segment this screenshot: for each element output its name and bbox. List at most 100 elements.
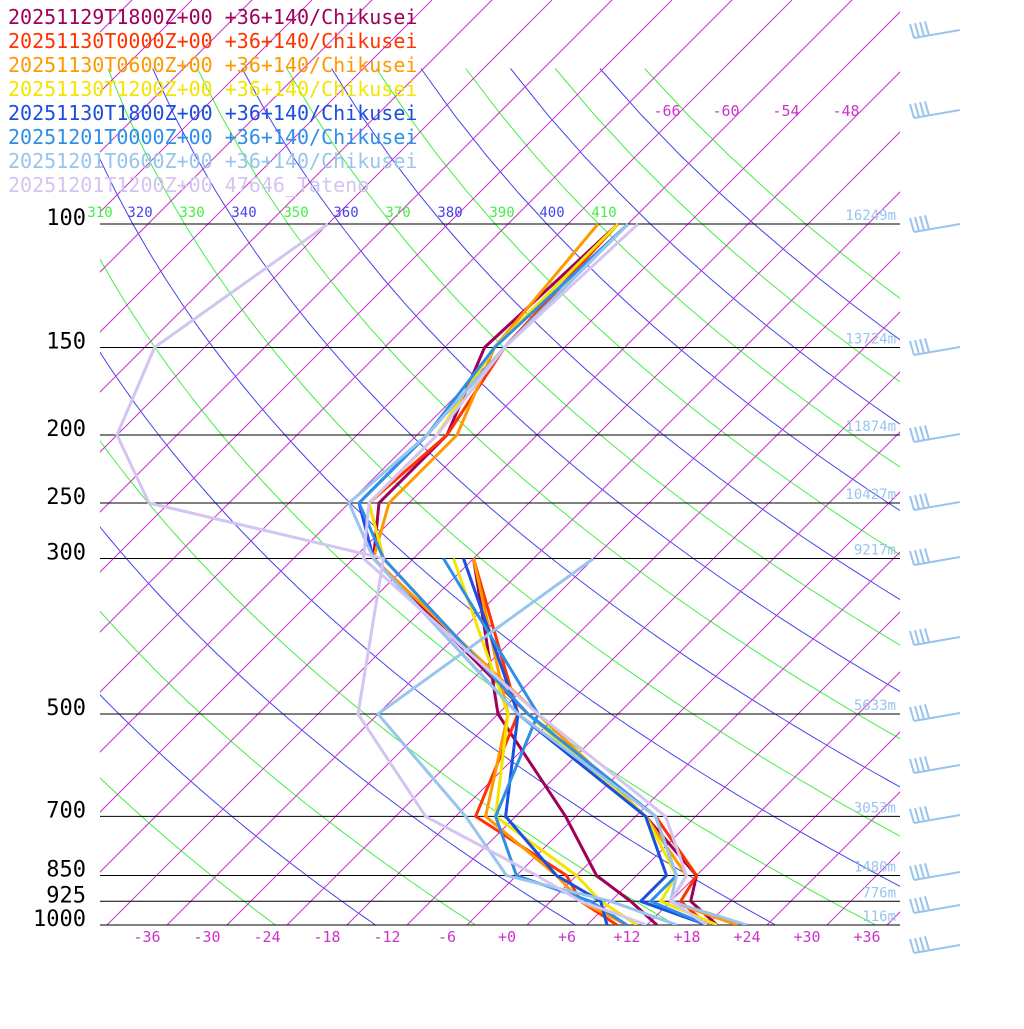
temperature-tick-label: -12 (373, 928, 400, 946)
wind-barb-icon (914, 945, 960, 953)
wind-barb-flag (920, 549, 924, 563)
theta-label: 410 (591, 205, 616, 221)
wind-barb-flag (910, 218, 914, 232)
height-label: 13724m (845, 331, 896, 347)
height-label: 16249m (845, 208, 896, 224)
wind-barb-flag (910, 631, 914, 645)
wind-barb-icon (914, 502, 960, 510)
legend-entry: 20251201T0000Z+00 +36+140/Chikusei (8, 125, 417, 149)
wind-barb-flag (920, 705, 924, 719)
isotherm-line (467, 0, 1024, 925)
wind-barb-flag (925, 425, 929, 439)
temperature-tick-label: +30 (793, 928, 820, 946)
height-label: 9217m (854, 542, 896, 558)
wind-barb-flag (925, 756, 929, 770)
wind-barb-flag (925, 215, 929, 229)
wind-barb-flag (910, 341, 914, 355)
isotherm-line (647, 0, 1024, 925)
wind-barb-flag (920, 339, 924, 353)
isotherm-top-label: -54 (772, 102, 799, 120)
isotherm-line (767, 0, 1024, 925)
wind-barb-flag (910, 551, 914, 565)
legend-entry: 20251129T1800Z+00 +36+140/Chikusei (8, 5, 417, 29)
pressure-label: 700 (46, 798, 86, 823)
temperature-tick-label: -30 (193, 928, 220, 946)
wind-barb-icon (914, 905, 960, 913)
height-label: 1480m (854, 860, 896, 876)
theta-label: 360 (333, 205, 358, 221)
temperature-tick-label: -24 (253, 928, 280, 946)
wind-barb-icon (914, 30, 960, 38)
isotherm-line (1007, 0, 1024, 925)
height-label: 3053m (854, 800, 896, 816)
temperature-profile-line (349, 224, 747, 925)
wind-barb-flag (915, 706, 919, 720)
temperature-tick-label: +18 (673, 928, 700, 946)
wind-barb-icon (914, 765, 960, 773)
pressure-label: 300 (46, 540, 86, 565)
isotherm-line (707, 0, 1024, 925)
pressure-label: 1000 (33, 907, 86, 932)
wind-barb-icon (914, 110, 960, 118)
wind-barb-flag (925, 493, 929, 507)
wind-barb-flag (920, 426, 924, 440)
wind-barb-flag (915, 898, 919, 912)
wind-barb-icon (914, 637, 960, 645)
wind-barb-flag (910, 24, 914, 38)
theta-label: 370 (385, 205, 410, 221)
theta-label: 400 (539, 205, 564, 221)
wind-barb-flag (915, 427, 919, 441)
isotherm-line (527, 0, 1024, 925)
wind-barb-icon (914, 872, 960, 880)
wind-barb-flag (920, 216, 924, 230)
wind-barb-flag (925, 704, 929, 718)
temperature-tick-label: -36 (133, 928, 160, 946)
legend-entry: 20251130T1800Z+00 +36+140/Chikusei (8, 101, 417, 125)
wind-barb-flag (910, 707, 914, 721)
wind-barb-flag (920, 757, 924, 771)
wind-barb-flag (910, 939, 914, 953)
wind-barb-flag (915, 938, 919, 952)
isotherm-line (947, 0, 1024, 925)
theta-label: 350 (283, 205, 308, 221)
theta-label: 330 (179, 205, 204, 221)
height-label: 11874m (845, 419, 896, 435)
wind-barb-flag (925, 896, 929, 910)
pressure-label: 200 (46, 417, 86, 442)
wind-barb-flag (910, 496, 914, 510)
temperature-tick-label: +12 (613, 928, 640, 946)
theta-label: 380 (437, 205, 462, 221)
height-label: 116m (862, 909, 896, 925)
wind-barb-icon (914, 224, 960, 232)
wind-barb-flag (920, 864, 924, 878)
height-label: 10427m (845, 487, 896, 503)
theta-label: 340 (231, 205, 256, 221)
isotherm-line (887, 0, 1024, 925)
temperature-tick-label: -18 (313, 928, 340, 946)
temperature-tick-label: -6 (438, 928, 456, 946)
wind-barb-flag (920, 937, 924, 951)
theta-label: 310 (87, 205, 112, 221)
wind-barb-flag (910, 899, 914, 913)
wind-barb-flag (925, 863, 929, 877)
wind-barb-flag (920, 629, 924, 643)
temperature-tick-label: +24 (733, 928, 760, 946)
temperature-axis: -36-30-24-18-12-6+0+6+12+18+24+30+36 (133, 928, 880, 946)
dewpoint-profile-line (444, 559, 628, 926)
height-label: 776m (862, 885, 896, 901)
wind-barb-flag (915, 103, 919, 117)
wind-barb-flag (910, 809, 914, 823)
temperature-profile-line (359, 224, 707, 925)
wind-barb-flag (920, 807, 924, 821)
wind-barb-icon (914, 347, 960, 355)
height-label: 5633m (854, 698, 896, 714)
wind-barb-flag (915, 808, 919, 822)
dry-adiabat-line (511, 69, 1024, 926)
dry-adiabat-line (421, 69, 1024, 926)
wind-barb-flag (910, 104, 914, 118)
wind-barb-icon (914, 713, 960, 721)
wind-barb-icon (914, 557, 960, 565)
temperature-tick-label: +6 (558, 928, 576, 946)
wind-barb-flag (915, 865, 919, 879)
